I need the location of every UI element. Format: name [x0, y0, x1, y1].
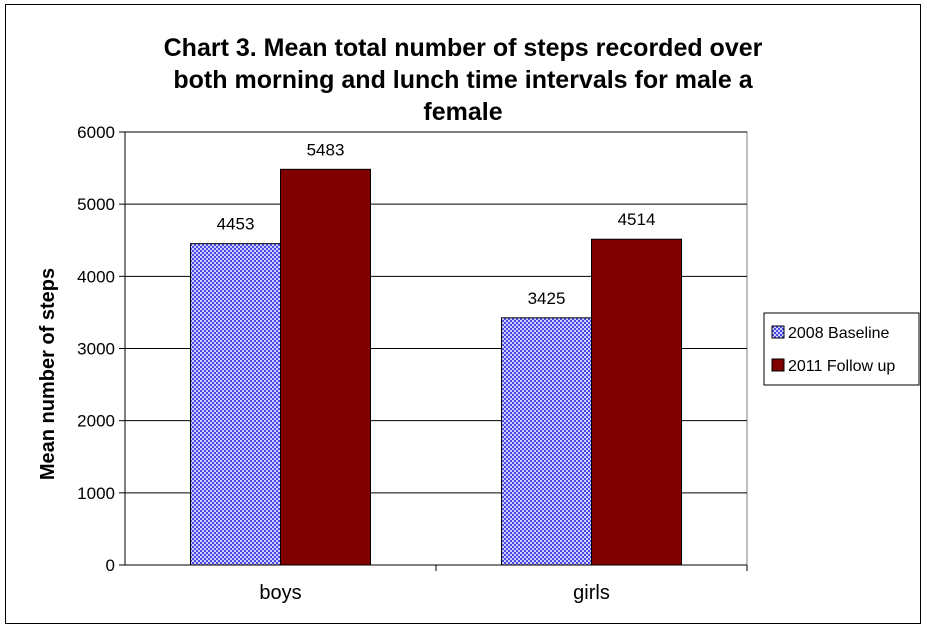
chart-title-line-2: both morning and lunch time intervals fo…: [173, 66, 753, 94]
legend-swatch-2008-baseline: [771, 325, 785, 339]
bar-girls-2011-follow-up: [591, 238, 682, 566]
legend-swatch-2011-follow-up: [771, 358, 785, 372]
chart-title-line-3: female: [423, 98, 502, 126]
y-tick-label: 5000: [77, 195, 115, 214]
y-tick-label: 0: [106, 556, 115, 575]
data-label-boys-2008-baseline: 4453: [217, 215, 255, 234]
data-label-girls-2008-baseline: 3425: [528, 289, 566, 308]
legend-border: [763, 312, 920, 386]
y-tick-label: 6000: [77, 123, 115, 142]
chart-title: Chart 3. Mean total number of steps reco…: [164, 34, 763, 126]
bar-girls-2008-baseline: [501, 317, 592, 566]
y-tick-label: 4000: [77, 267, 115, 286]
data-label-boys-2011-follow-up: 5483: [307, 140, 345, 159]
bar-boys-2011-follow-up: [280, 168, 371, 566]
x-tick-label-boys: boys: [259, 582, 301, 604]
y-tick-label: 2000: [77, 412, 115, 431]
plot-area: 0 1000 2000 3000 4000 5000 6000 boys 4453 5483 gir…: [77, 123, 748, 604]
legend-label-2011-follow-up: 2011 Follow up: [788, 358, 895, 375]
y-tick-label: 1000: [77, 484, 115, 503]
y-axis-title: Mean number of steps: [37, 268, 59, 480]
chart-title-line-1: Chart 3. Mean total number of steps reco…: [164, 34, 763, 62]
legend: 2008 Baseline 2011 Follow up: [763, 312, 920, 386]
data-label-girls-2011-follow-up: 4514: [618, 210, 656, 229]
x-tick-label-girls: girls: [573, 582, 610, 604]
bar-boys-2008-baseline: [190, 243, 281, 566]
y-tick-label: 3000: [77, 340, 115, 359]
legend-label-2008-baseline: 2008 Baseline: [788, 325, 890, 342]
